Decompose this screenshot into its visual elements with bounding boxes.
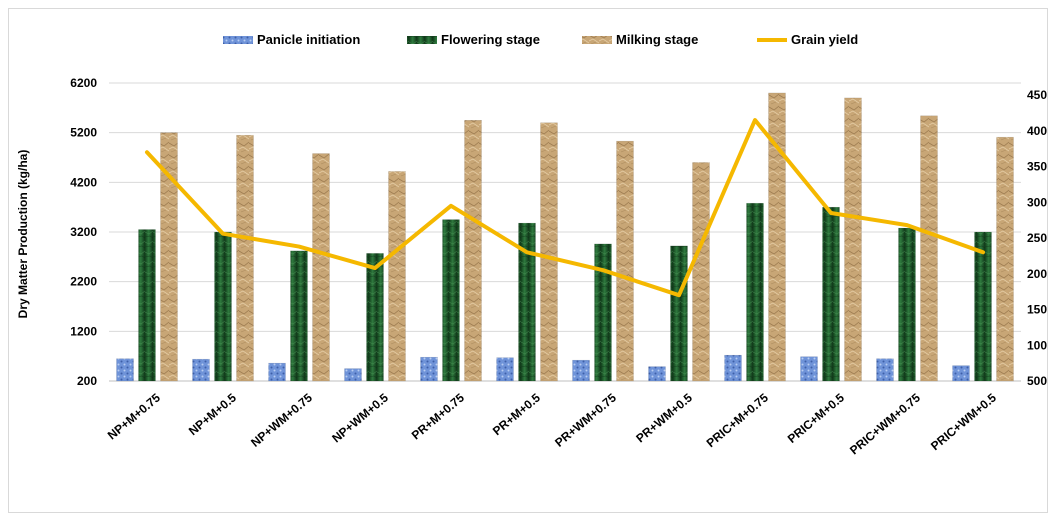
x-tick-label: PR+WM+0.5	[633, 390, 695, 445]
bar-flowering-stage	[594, 243, 612, 382]
bar-milking-stage	[996, 136, 1014, 382]
bar-panicle-initiation	[420, 356, 438, 382]
legend-label: Milking stage	[616, 32, 698, 47]
bar-panicle-initiation	[192, 358, 210, 382]
grid-lines	[109, 82, 1021, 382]
bar-panicle-initiation	[344, 368, 362, 382]
legend-swatch	[223, 36, 253, 44]
bar-milking-stage	[692, 162, 710, 382]
grain-yield-line-layer	[145, 118, 985, 298]
x-tick-label: NP+WM+0.5	[329, 390, 391, 445]
x-tick-label: PR+M+0.5	[490, 390, 543, 438]
legend-label: Panicle initiation	[257, 32, 360, 47]
right-y-tick-label: 250	[1027, 231, 1047, 245]
grain-yield-point	[829, 211, 833, 215]
y-tick-label: 200	[77, 374, 97, 388]
right-y-tick-label: 150	[1027, 303, 1047, 317]
bar-milking-stage	[844, 97, 862, 382]
bar-panicle-initiation	[116, 358, 134, 382]
chart: Panicle initiation Flowering stage Milking…	[16, 32, 1047, 457]
right-y-tick-label: 350	[1027, 160, 1047, 174]
right-y-tick-label: 400	[1027, 124, 1047, 138]
right-y-tick-label: 450	[1027, 88, 1047, 102]
bar-milking-stage	[540, 122, 558, 382]
grain-yield-point	[145, 150, 149, 154]
grain-yield-point	[373, 266, 377, 270]
right-axis: 500 100 150 200 250 300 350 400 450	[1027, 88, 1047, 388]
grain-yield-point	[601, 268, 605, 272]
bar-panicle-initiation	[724, 354, 742, 382]
legend-label: Flowering stage	[441, 32, 540, 47]
bar-milking-stage	[768, 92, 786, 382]
bar-flowering-stage	[442, 219, 460, 382]
bars	[116, 92, 1014, 382]
x-tick-label: NP+M+0.75	[105, 390, 163, 442]
x-axis-labels: NP+M+0.75 NP+M+0.5 NP+WM+0.75 NP+WM+0.5 PR+M…	[105, 390, 999, 457]
bar-panicle-initiation	[876, 358, 894, 382]
grain-yield-point	[525, 250, 529, 254]
grain-yield-point	[449, 204, 453, 208]
bar-flowering-stage	[974, 231, 992, 382]
left-axis: 200 1200 2200 3200 4200 5200 6200	[70, 76, 97, 388]
right-y-tick-label: 300	[1027, 195, 1047, 209]
grain-yield-point	[221, 232, 225, 236]
bar-flowering-stage	[822, 206, 840, 382]
bar-flowering-stage	[898, 227, 916, 382]
bar-flowering-stage	[518, 222, 536, 382]
y-tick-label: 6200	[70, 76, 97, 90]
bar-milking-stage	[312, 153, 330, 382]
right-y-tick-label: 200	[1027, 267, 1047, 281]
bar-milking-stage	[160, 132, 178, 382]
bar-panicle-initiation	[496, 357, 514, 382]
grain-yield-point	[297, 245, 301, 249]
x-tick-label: PRIC+M+0.5	[785, 390, 847, 446]
bar-flowering-stage	[670, 245, 688, 382]
bar-panicle-initiation	[952, 365, 970, 382]
legend-swatch	[582, 36, 612, 44]
grain-yield-line	[145, 118, 985, 298]
bar-milking-stage	[464, 120, 482, 382]
bar-panicle-initiation	[648, 366, 666, 382]
x-tick-label: PRIC+WM+0.5	[928, 390, 999, 453]
bar-flowering-stage	[290, 250, 308, 382]
legend: Panicle initiation Flowering stage Milking…	[223, 32, 858, 47]
x-tick-label: PR+WM+0.75	[552, 390, 619, 449]
grain-yield-point	[905, 223, 909, 227]
bar-flowering-stage	[138, 229, 156, 382]
x-tick-label: PRIC+M+0.75	[704, 390, 771, 450]
x-tick-label: NP+M+0.5	[186, 390, 239, 438]
bar-flowering-stage	[746, 202, 764, 382]
grain-yield-point	[753, 118, 757, 122]
legend-swatch	[407, 36, 437, 44]
x-tick-label: PRIC+WM+0.75	[847, 390, 923, 457]
y-tick-label: 3200	[70, 225, 97, 239]
bar-panicle-initiation	[800, 356, 818, 382]
grain-yield-point	[981, 250, 985, 254]
chart-frame: Panicle initiation Flowering stage Milking…	[8, 8, 1048, 513]
right-y-tick-label: 100	[1027, 338, 1047, 352]
bar-milking-stage	[616, 140, 634, 382]
bar-milking-stage	[920, 115, 938, 382]
right-y-tick-label: 500	[1027, 374, 1047, 388]
grain-yield-point	[677, 293, 681, 297]
bar-panicle-initiation	[572, 359, 590, 382]
x-tick-label: NP+WM+0.75	[248, 390, 315, 449]
y-tick-label: 1200	[70, 324, 97, 338]
bar-milking-stage	[388, 171, 406, 382]
x-tick-label: PR+M+0.75	[409, 390, 467, 442]
y-tick-label: 4200	[70, 175, 97, 189]
y-tick-label: 5200	[70, 126, 97, 140]
legend-label: Grain yield	[791, 32, 858, 47]
bar-milking-stage	[236, 134, 254, 382]
bar-flowering-stage	[214, 231, 232, 382]
y-tick-label: 2200	[70, 275, 97, 289]
bar-panicle-initiation	[268, 362, 286, 382]
y-axis-title: Dry Matter Production (kg/ha)	[16, 150, 30, 319]
bar-flowering-stage	[366, 253, 384, 382]
